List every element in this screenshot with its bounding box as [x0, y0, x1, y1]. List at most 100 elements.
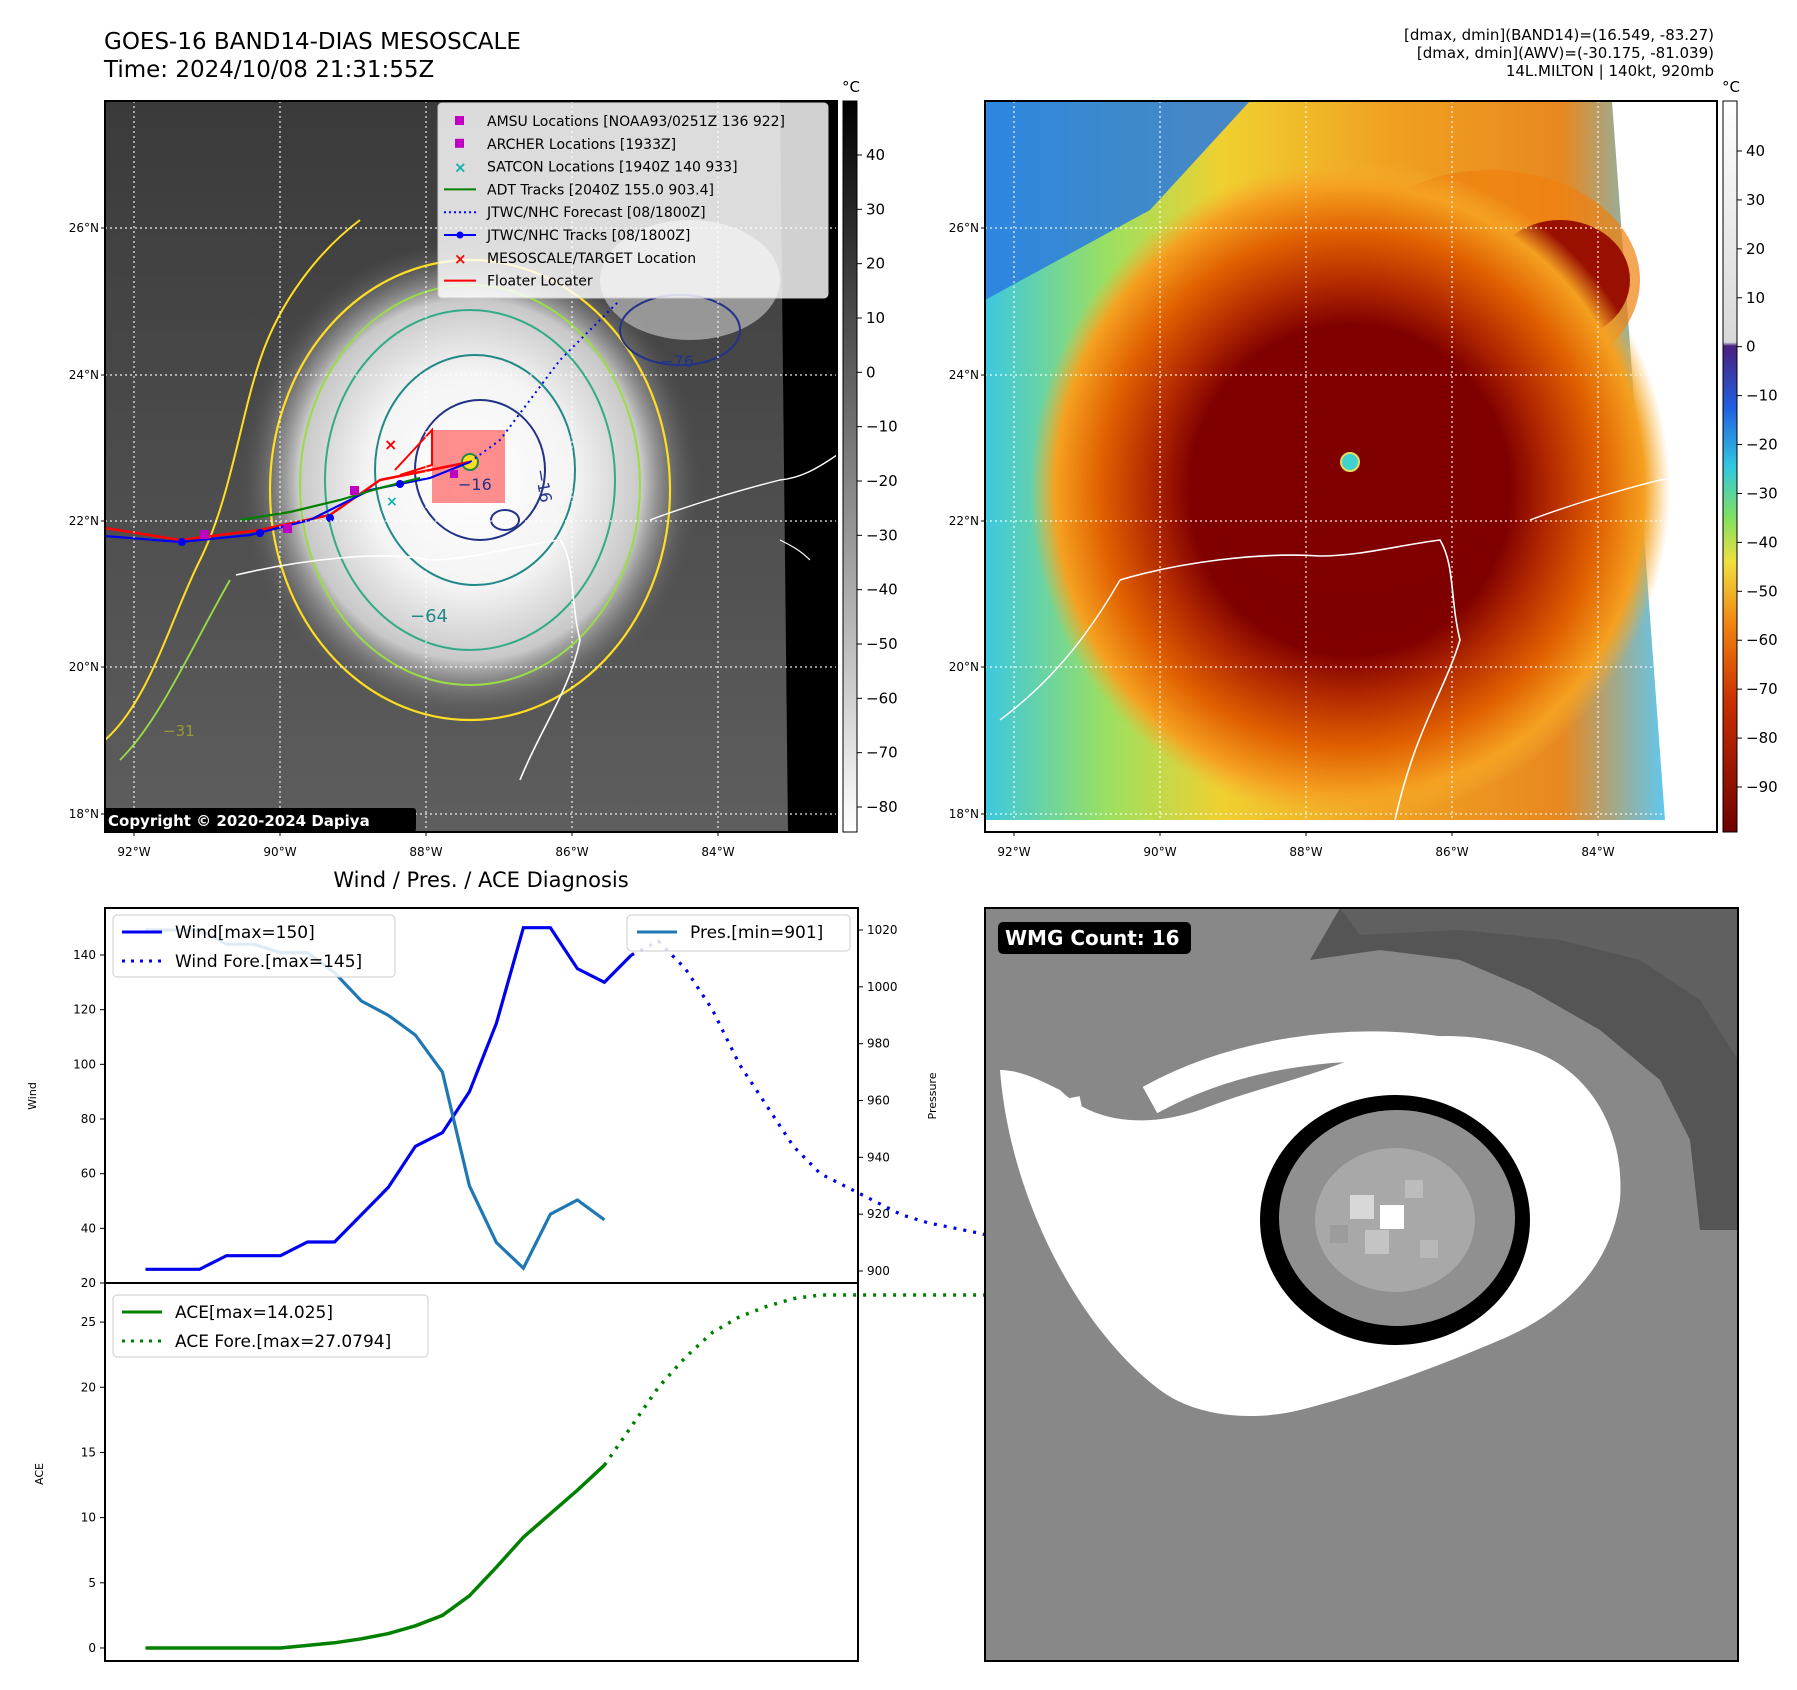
contour-label: −31	[163, 722, 195, 740]
legend-label: JTWC/NHC Forecast [08/1800Z]	[486, 205, 706, 221]
colorbar-tick-label: −20	[1746, 436, 1778, 454]
legend-label: ARCHER Locations [1933Z]	[487, 137, 676, 153]
colorbar-tick-label: 10	[1746, 289, 1765, 307]
lon-label: 92°W	[117, 845, 150, 859]
pressure-legend: Pres.[min=901]	[626, 914, 851, 952]
ace-tick-label: 10	[81, 1511, 96, 1525]
lat-label: 24°N	[69, 368, 99, 382]
info-line-1: [dmax, dmin](BAND14)=(16.549, -83.27)	[1403, 26, 1714, 44]
contour-label: −16	[458, 475, 492, 494]
colorbar-tick-label: 0	[1746, 338, 1756, 356]
ace-legend: ACE[max=14.025] ACE Fore.[max=27.0794]	[112, 1294, 429, 1358]
ir-color-panel	[984, 100, 1718, 833]
wind-legend: Wind[max=150] Wind Fore.[max=145]	[112, 914, 396, 978]
series-line	[145, 926, 633, 1271]
gray-colorbar-unit: °C	[842, 78, 860, 96]
pressure-tick-label: 1000	[867, 980, 898, 994]
colorbar-tick-label: 10	[866, 309, 885, 327]
lat-label: 24°N	[949, 368, 979, 382]
colorbar-tick-label: 20	[1746, 240, 1765, 258]
legend-label: Pres.[min=901]	[690, 923, 823, 943]
colorbar-tick-label: −10	[1746, 387, 1778, 405]
contour-label: −76	[660, 352, 694, 371]
lat-label: 20°N	[69, 660, 99, 674]
colorbar-tick-label: 0	[866, 363, 876, 381]
wind-tick-label: 100	[73, 1057, 96, 1071]
pressure-tick-label: 900	[867, 1264, 890, 1278]
ace-tick-label: 25	[81, 1315, 96, 1329]
ace-axis-label: ACE	[33, 1463, 46, 1485]
colorbar-tick-label: −90	[1746, 778, 1778, 796]
colorbar-tick-label: −30	[866, 526, 898, 544]
legend-box	[112, 914, 396, 978]
colorbar-tick-label: −70	[1746, 680, 1778, 698]
lat-label: 22°N	[949, 514, 979, 528]
colorbar-tick-label: −10	[866, 418, 898, 436]
legend-box	[112, 1294, 429, 1358]
colorbar-tick-label: 40	[866, 146, 885, 164]
legend-label: JTWC/NHC Tracks [08/1800Z]	[486, 228, 690, 244]
legend-marker	[455, 116, 464, 125]
wind-tick-label: 140	[73, 948, 96, 962]
title-line-1: GOES-16 BAND14-DIAS MESOSCALE	[104, 29, 521, 55]
colorbar-tick-label: 30	[866, 200, 885, 218]
colorbar-tick-label: 20	[866, 255, 885, 273]
map-axis-labels: 26°N 24°N 22°N 20°N 18°N 92°W 90°W 88°W 86°W 84°W…	[69, 221, 1615, 859]
colorbar-tick-label: −80	[866, 798, 898, 816]
wind-pressure-chart: 20 40 60 80 100 120 140 900 920 940 960 980 1000 1020…	[26, 907, 1010, 1290]
svg-text:×: ×	[386, 494, 398, 510]
lon-label: 88°W	[409, 845, 442, 859]
lon-label: 86°W	[555, 845, 588, 859]
figure-title: GOES-16 BAND14-DIAS MESOSCALE Time: 2024…	[104, 28, 521, 84]
contour-label: −64	[410, 606, 448, 627]
legend-box	[626, 914, 851, 952]
wind-tick-label: 40	[81, 1221, 96, 1235]
colorbar-tick-label: −50	[1746, 582, 1778, 600]
wind-tick-label: 80	[81, 1112, 96, 1126]
colorbar-tick-label: −20	[866, 472, 898, 490]
legend-label: AMSU Locations [NOAA93/0251Z 136 922]	[487, 114, 785, 130]
lat-label: 26°N	[949, 221, 979, 235]
wmg-panel: WMG Count: 16	[984, 907, 1739, 1662]
legend-label: ACE Fore.[max=27.0794]	[175, 1332, 391, 1352]
legend-label: Wind[max=150]	[175, 923, 315, 943]
legend-marker: ×	[454, 159, 467, 177]
series-line	[630, 939, 1010, 1244]
legend-marker	[455, 138, 464, 148]
color-colorbar: °C 40 30 20 10 0 −10 −20 −30 −40 −50 −60 −70 −80 −90	[1722, 78, 1778, 833]
wind-tick-label: 120	[73, 1003, 96, 1017]
wmg-count-badge: WMG Count: 16	[1005, 926, 1180, 950]
colorbar-tick-label: −40	[866, 581, 898, 599]
legend-label: SATCON Locations [1940Z 140 933]	[487, 160, 738, 176]
storm-info: [dmax, dmin](BAND14)=(16.549, -83.27) [d…	[1194, 26, 1714, 80]
legend-marker: ×	[454, 250, 467, 268]
pressure-tick-label: 1020	[867, 923, 898, 937]
colorbar-tick-label: 40	[1746, 142, 1765, 160]
lon-label: 90°W	[1143, 845, 1176, 859]
colorbar-tick-label: 30	[1746, 191, 1765, 209]
legend-label: Floater Locater	[487, 274, 593, 290]
map-legend: AMSU Locations [NOAA93/0251Z 136 922] ARC…	[437, 102, 829, 299]
info-line-2: [dmax, dmin](AWV)=(-30.175, -81.039)	[1416, 44, 1714, 62]
title-line-2: Time: 2024/10/08 21:31:55Z	[104, 57, 435, 83]
lon-label: 84°W	[1581, 845, 1614, 859]
pressure-tick-label: 980	[867, 1037, 890, 1051]
legend-marker	[456, 231, 464, 239]
wind-tick-label: 20	[81, 1276, 96, 1290]
diagnosis-title: Wind / Pres. / ACE Diagnosis	[333, 868, 628, 892]
colorbar-tick-label: −80	[1746, 729, 1778, 747]
colorbar-tick-label: −40	[1746, 533, 1778, 551]
series-line	[145, 1463, 606, 1650]
colorbar-tick-label: −60	[1746, 631, 1778, 649]
lat-label: 26°N	[69, 221, 99, 235]
ace-tick-label: 0	[88, 1641, 96, 1655]
legend-label: MESOSCALE/TARGET Location	[487, 251, 696, 267]
lon-label: 84°W	[701, 845, 734, 859]
wind-tick-label: 60	[81, 1167, 96, 1181]
legend-label: Wind Fore.[max=145]	[175, 952, 362, 972]
lon-label: 92°W	[997, 845, 1030, 859]
lon-label: 88°W	[1289, 845, 1322, 859]
wind-axis-label: Wind	[26, 1082, 39, 1110]
info-line-3: 14L.MILTON | 140kt, 920mb	[1505, 62, 1714, 80]
